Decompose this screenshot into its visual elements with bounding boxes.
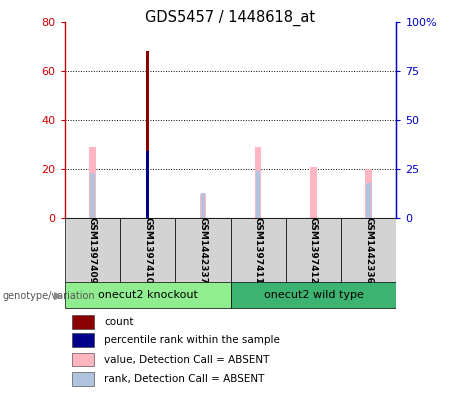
Text: GSM1397409: GSM1397409 bbox=[88, 217, 97, 284]
Text: count: count bbox=[104, 317, 134, 327]
Bar bbox=[146, 51, 149, 218]
Text: GSM1442337: GSM1442337 bbox=[198, 217, 207, 284]
Bar bbox=[72, 333, 95, 347]
Bar bbox=[175, 218, 230, 283]
Bar bbox=[366, 183, 371, 218]
Bar bbox=[201, 193, 205, 218]
Bar bbox=[65, 218, 120, 283]
Bar bbox=[255, 147, 261, 218]
Text: percentile rank within the sample: percentile rank within the sample bbox=[104, 335, 280, 345]
Text: genotype/variation: genotype/variation bbox=[2, 290, 95, 301]
Text: onecut2 wild type: onecut2 wild type bbox=[264, 290, 363, 300]
Bar bbox=[286, 218, 341, 283]
Bar bbox=[366, 169, 372, 218]
Bar bbox=[72, 372, 95, 386]
Bar bbox=[341, 218, 396, 283]
Text: GSM1397412: GSM1397412 bbox=[309, 217, 318, 284]
Text: value, Detection Call = ABSENT: value, Detection Call = ABSENT bbox=[104, 354, 270, 365]
Text: ▶: ▶ bbox=[54, 290, 62, 301]
Text: rank, Detection Call = ABSENT: rank, Detection Call = ABSENT bbox=[104, 374, 265, 384]
Text: GSM1397411: GSM1397411 bbox=[254, 217, 263, 284]
Bar bbox=[72, 353, 95, 366]
Bar bbox=[310, 167, 317, 218]
Text: GSM1397410: GSM1397410 bbox=[143, 217, 152, 284]
Text: onecut2 knockout: onecut2 knockout bbox=[98, 290, 197, 300]
Bar bbox=[65, 282, 230, 308]
Text: GSM1442336: GSM1442336 bbox=[364, 217, 373, 284]
Bar bbox=[200, 193, 206, 218]
Bar bbox=[90, 173, 95, 218]
Text: GDS5457 / 1448618_at: GDS5457 / 1448618_at bbox=[145, 10, 316, 26]
Bar bbox=[120, 218, 175, 283]
Bar bbox=[230, 218, 286, 283]
Bar bbox=[230, 282, 396, 308]
Bar bbox=[72, 315, 95, 329]
Bar bbox=[89, 147, 95, 218]
Bar bbox=[256, 171, 260, 218]
Bar bbox=[146, 151, 149, 218]
